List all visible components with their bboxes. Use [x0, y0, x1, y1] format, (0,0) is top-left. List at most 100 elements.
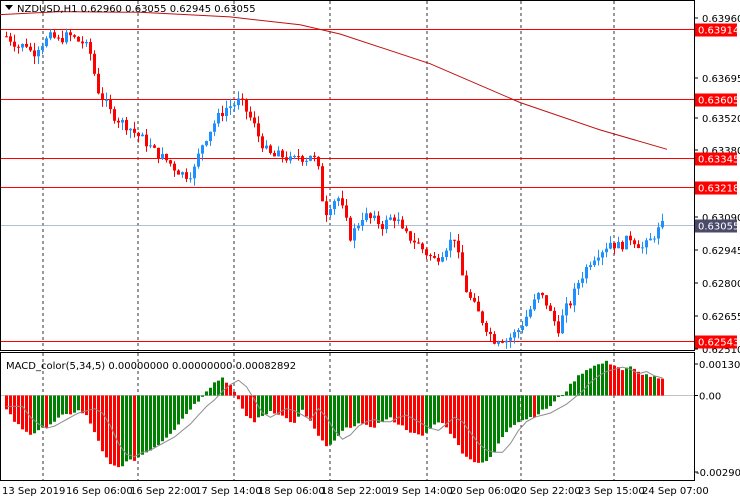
macd-bar	[201, 395, 204, 397]
macd-bar	[561, 395, 564, 397]
price-level-tags: 0.63914 0.63605 0.63345 0.63218 0.62543 0.630…	[695, 23, 739, 349]
candle-body	[489, 331, 492, 335]
macd-bar	[473, 395, 476, 463]
candle-body	[461, 252, 464, 276]
candle-body	[433, 255, 436, 258]
macd-bar	[249, 395, 252, 419]
candle-body	[465, 275, 468, 293]
macd-bar	[297, 395, 300, 417]
macd-bar	[477, 395, 480, 463]
macd-bar	[557, 395, 560, 397]
macd-bar	[125, 395, 128, 462]
level-tag	[695, 152, 737, 166]
macd-bar	[49, 395, 52, 425]
candle-body	[457, 240, 460, 253]
macd-bar	[617, 367, 620, 396]
macd-bar	[333, 395, 336, 441]
macd-bar	[581, 373, 584, 396]
candle-body	[317, 156, 320, 167]
candle-body	[449, 239, 452, 251]
macd-bar	[41, 395, 44, 428]
macd-bar	[225, 382, 228, 396]
macd-bar	[45, 395, 48, 428]
time-label: 20 Sep 22:00	[514, 486, 581, 497]
candle-body	[429, 255, 432, 257]
macd-bar	[569, 383, 572, 396]
candle-body	[437, 257, 440, 262]
macd-bar	[133, 395, 136, 461]
candle-body	[381, 224, 384, 230]
candle-body	[521, 325, 524, 330]
macd-bar	[181, 395, 184, 419]
candle-body	[277, 150, 280, 157]
macd-bar	[25, 395, 28, 432]
time-label: 18 Sep 22:00	[321, 486, 388, 497]
macd-bar	[93, 395, 96, 433]
macd-bar	[193, 395, 196, 404]
macd-bar	[173, 395, 176, 430]
macd-bar	[497, 395, 500, 444]
price-tick-label: 0.62945	[702, 246, 740, 257]
macd-bar	[233, 391, 236, 396]
macd-bar	[585, 370, 588, 396]
candle-body	[329, 209, 332, 216]
candle-body	[297, 156, 300, 158]
macd-bar	[205, 391, 208, 396]
macd-bar	[153, 395, 156, 448]
macd-bar	[465, 395, 468, 457]
candle-body	[365, 213, 368, 220]
candles[interactable]	[5, 28, 664, 349]
macd-bar	[369, 395, 372, 428]
macd-bar	[373, 395, 376, 428]
macd-bar	[429, 395, 432, 429]
macd-bar	[481, 395, 484, 463]
candle-body	[469, 292, 472, 298]
candle-body	[81, 41, 84, 44]
macd-bar	[653, 376, 656, 396]
macd-bar	[253, 395, 256, 423]
macd-bar	[189, 395, 192, 410]
candle-body	[9, 36, 12, 42]
macd-bar	[137, 395, 140, 458]
candle-body	[345, 205, 348, 218]
candle-body	[501, 341, 504, 343]
price-levels[interactable]	[1, 29, 694, 342]
price-tick-label: 0.63090	[702, 213, 740, 224]
macd-bar	[61, 395, 64, 415]
macd-bar	[97, 395, 100, 441]
dropdown-arrow-icon[interactable]	[5, 5, 13, 10]
candle-body	[173, 163, 176, 171]
candle-body	[33, 50, 36, 57]
macd-bar	[105, 395, 108, 458]
macd-bar	[261, 395, 264, 416]
candle-body	[325, 201, 328, 216]
candle-body	[561, 315, 564, 334]
price-axis[interactable]: 0.63960 0.63695 0.63520 0.63380 0.63090 0.629…	[694, 14, 740, 356]
macd-signal-line	[6, 366, 663, 458]
macd-bar	[417, 395, 420, 435]
macd-bar	[285, 395, 288, 419]
macd-histogram[interactable]	[5, 360, 664, 468]
candle-body	[661, 220, 664, 228]
macd-bar	[621, 370, 624, 396]
macd-bar	[577, 375, 580, 396]
candle-body	[477, 301, 480, 312]
candle-body	[601, 252, 604, 258]
candle-body	[209, 131, 212, 142]
candle-body	[181, 172, 184, 175]
macd-bar	[409, 395, 412, 433]
candle-body	[397, 219, 400, 221]
macd-bar	[421, 395, 424, 436]
candle-body	[389, 217, 392, 220]
candle-body	[441, 257, 444, 262]
macd-bar	[401, 395, 404, 426]
candle-body	[349, 217, 352, 241]
candle-body	[509, 337, 512, 341]
macd-bar	[525, 395, 528, 420]
candle-body	[281, 150, 284, 158]
candle-body	[41, 46, 44, 50]
